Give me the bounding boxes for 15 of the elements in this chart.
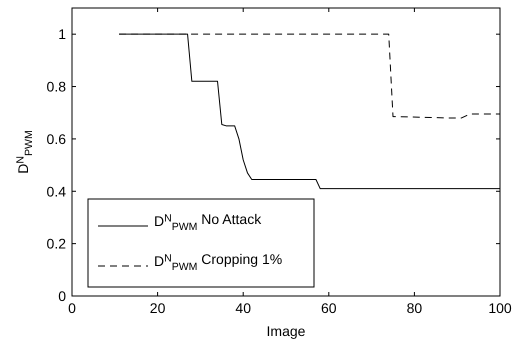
y-tick-label: 0.2 — [46, 236, 66, 252]
x-tick-label: 20 — [150, 300, 166, 316]
x-tick-label: 80 — [406, 300, 422, 316]
y-tick-label: 1 — [58, 26, 66, 42]
y-tick-label: 0.8 — [46, 78, 66, 95]
legend-label: D$^{N}$$_{PWM}$ Cropping 1% — [154, 250, 282, 274]
x-axis-title: Image — [266, 323, 306, 339]
x-tick-label: 60 — [321, 300, 337, 316]
x-tick-label: 0 — [68, 300, 76, 316]
y-tick-label: 0.6 — [46, 130, 66, 147]
y-tick-label: 0.4 — [46, 183, 66, 200]
x-tick-label: 100 — [488, 300, 512, 316]
x-tick-label: 40 — [235, 300, 252, 316]
y-tick-label: 0 — [58, 288, 66, 304]
legend-label: D$^{N}$$_{PWM}$ No Attack — [154, 210, 262, 234]
